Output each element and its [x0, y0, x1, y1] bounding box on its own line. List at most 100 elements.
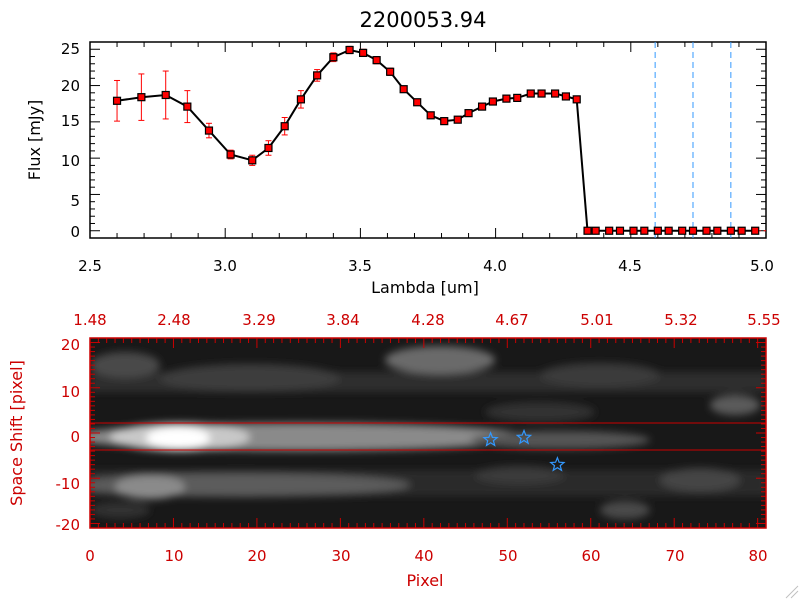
- x-axis-label: Lambda [um]: [371, 278, 479, 297]
- image-blob: [160, 364, 340, 392]
- data-point: [248, 156, 257, 165]
- x-tick-label: 80: [748, 547, 767, 565]
- data-point: [605, 226, 614, 235]
- data-point: [399, 85, 408, 94]
- data-point: [615, 226, 625, 235]
- data-point: [572, 95, 581, 104]
- image-blob: [540, 363, 660, 387]
- spectrum-ticks: [89, 42, 767, 238]
- top-tick-label: 5.55: [747, 311, 780, 329]
- data-point: [513, 93, 522, 102]
- y-tick-label: 20: [61, 336, 80, 354]
- image-blob: [385, 346, 495, 374]
- top-tick-label: 5.32: [664, 311, 697, 329]
- y-tick-label: 10: [61, 383, 80, 401]
- data-point: [440, 117, 449, 126]
- data-point: [264, 143, 273, 153]
- image-y-axis-label: Space Shift [pixel]: [7, 360, 26, 506]
- y-tick-label: -20: [56, 516, 81, 534]
- data-point: [640, 226, 649, 235]
- data-point: [653, 226, 662, 235]
- x-tick-label: 60: [581, 547, 600, 565]
- data-point: [345, 45, 354, 55]
- spectrum-axes-frame: [89, 41, 767, 239]
- image-blob: [470, 431, 650, 449]
- data-point: [713, 226, 722, 235]
- y-tick-label: 0: [70, 428, 80, 446]
- image-blob: [485, 402, 595, 422]
- star-icon: [549, 456, 566, 472]
- top-tick-label: 4.67: [495, 311, 528, 329]
- x-tick-label: 10: [164, 547, 183, 565]
- x-tick-label: 50: [498, 547, 517, 565]
- data-point: [537, 89, 546, 98]
- image-blob: [146, 427, 210, 449]
- y-tick-label: 5: [70, 192, 80, 210]
- spectrum-x-tick-labels: 2.5 3.0 3.5 4.0 4.5 5.0: [78, 257, 774, 275]
- x-tick-label: 30: [331, 547, 350, 565]
- data-point: [413, 98, 422, 107]
- y-tick-label: 25: [61, 40, 80, 58]
- image-blob: [90, 352, 160, 378]
- image-blobs: [90, 346, 766, 519]
- x-tick-label: 4.0: [483, 257, 507, 275]
- data-point: [664, 226, 673, 235]
- data-point: [426, 111, 435, 120]
- image-blob: [710, 395, 760, 415]
- data-point: [591, 226, 600, 235]
- star-icon: [515, 428, 533, 445]
- data-point: [488, 97, 497, 106]
- y-tick-label: -10: [56, 475, 81, 493]
- data-point: [329, 53, 338, 62]
- star-icon: [482, 431, 499, 447]
- data-point: [477, 102, 487, 111]
- data-point: [464, 109, 473, 118]
- x-tick-label: 5.0: [750, 257, 774, 275]
- top-tick-label: 4.28: [411, 311, 444, 329]
- data-point: [583, 226, 592, 235]
- y-tick-label: 0: [70, 223, 80, 241]
- data-point: [453, 115, 462, 124]
- data-point: [183, 102, 192, 111]
- data-point: [313, 71, 322, 80]
- top-tick-label: 1.48: [73, 311, 106, 329]
- y-tick-label: 15: [61, 112, 80, 130]
- data-point: [226, 150, 235, 159]
- data-point: [296, 95, 306, 104]
- y-tick-label: 20: [61, 77, 80, 95]
- image-x-tick-labels: 0 10 20 30 40 50 60 70 80: [85, 547, 767, 565]
- vertical-line-group: [654, 42, 732, 238]
- data-point: [112, 96, 122, 105]
- top-tick-label: 5.01: [580, 311, 613, 329]
- spectrum-y-tick-labels: 0 5 10 15 20 25: [61, 40, 80, 241]
- image-blob: [90, 502, 150, 518]
- spectral-image-plot: 1.48 2.48 3.29 3.84 4.28 4.67 5.01 5.32 …: [7, 311, 781, 590]
- image-blob: [115, 475, 185, 499]
- data-point: [280, 122, 289, 131]
- data-point: [688, 226, 698, 235]
- data-point: [359, 48, 368, 57]
- y-axis-label: Flux [mJy]: [25, 100, 44, 181]
- x-tick-label: 70: [665, 547, 684, 565]
- data-point: [526, 89, 535, 98]
- image-blob: [475, 466, 565, 484]
- data-point: [386, 67, 395, 76]
- resize-grip-icon[interactable]: [785, 585, 799, 599]
- x-tick-label: 3.0: [213, 257, 237, 275]
- data-point: [204, 126, 214, 135]
- star-markers: [482, 428, 566, 472]
- image-x-axis-label: Pixel: [406, 571, 443, 590]
- data-point: [161, 90, 170, 100]
- data-point: [702, 226, 711, 235]
- data-point: [629, 226, 638, 235]
- x-tick-label: 4.5: [618, 257, 642, 275]
- top-tick-label: 3.29: [242, 311, 275, 329]
- data-point: [502, 94, 511, 103]
- x-tick-label: 2.5: [78, 257, 102, 275]
- spectral-2d-image: [90, 338, 766, 528]
- data-point: [137, 93, 146, 102]
- data-point: [550, 89, 560, 98]
- y-tick-label: 10: [61, 152, 80, 170]
- spectrum-plot: 2200053.94 2.5 3.0 3.5 4.0 4.5 5.0 0 5 1…: [25, 8, 774, 297]
- flux-line: [116, 48, 756, 232]
